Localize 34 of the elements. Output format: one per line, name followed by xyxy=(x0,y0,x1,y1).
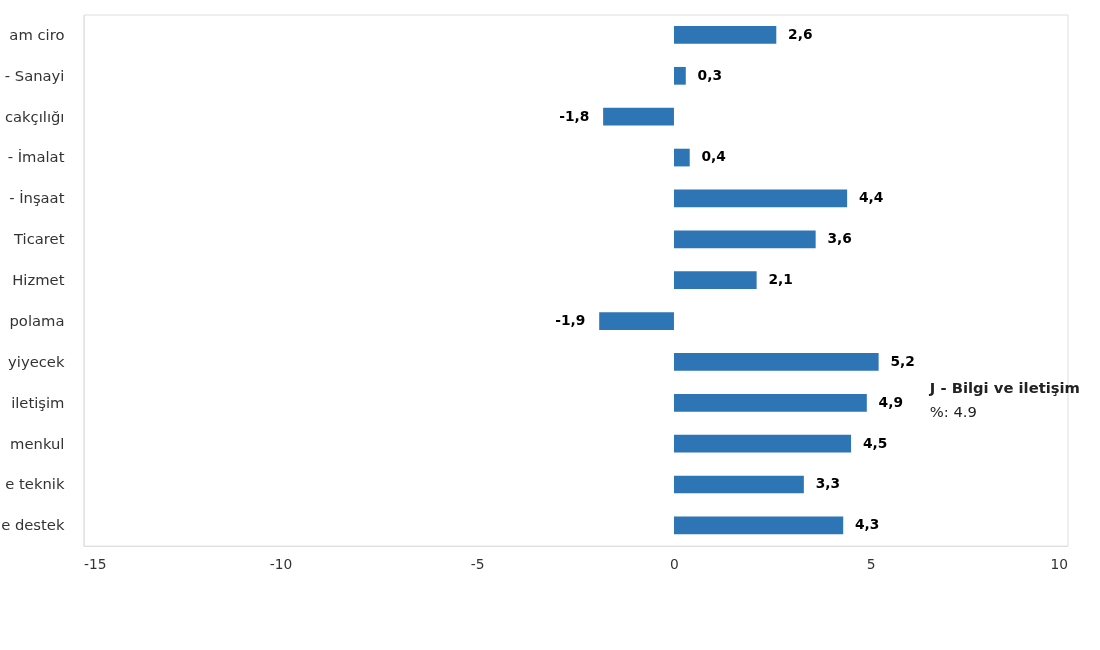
data-label: 4,3 xyxy=(855,516,880,533)
x-tick-label: 5 xyxy=(866,555,876,572)
y-tick-label: cakçılığı xyxy=(4,107,65,125)
x-tick-label: 10 xyxy=(1050,555,1069,572)
data-label: 5,2 xyxy=(890,352,915,369)
data-label: -1,9 xyxy=(555,311,586,328)
y-tick-label: am ciro xyxy=(9,25,65,43)
data-label: 2,6 xyxy=(788,25,813,42)
x-tick-label: -10 xyxy=(269,555,293,572)
y-tick-label: - İmalat xyxy=(7,148,65,166)
y-tick-label: - İnşaat xyxy=(9,189,65,207)
y-tick-label: e destek xyxy=(1,516,65,534)
x-tick-label: -15 xyxy=(84,555,107,572)
data-label: 0,4 xyxy=(701,148,726,165)
data-label: -1,8 xyxy=(559,107,590,124)
y-tick-label: e teknik xyxy=(5,475,65,493)
data-label: 2,1 xyxy=(768,271,793,288)
data-label: 3,3 xyxy=(815,475,841,492)
data-label: 3,6 xyxy=(827,230,852,247)
data-label: 4,4 xyxy=(858,189,884,206)
data-label: 4,9 xyxy=(878,393,904,410)
data-label: 4,5 xyxy=(862,434,888,451)
y-tick-label: yiyecek xyxy=(8,352,65,370)
x-tick-label: 0 xyxy=(670,555,679,572)
annotation: J - Bilgi ve iletişim xyxy=(928,379,1080,397)
annotation: %: 4.9 xyxy=(929,402,977,420)
data-label: 0,3 xyxy=(697,66,722,83)
y-tick-label: Ticaret xyxy=(13,230,65,248)
y-tick-label: iletişim xyxy=(11,393,65,411)
y-tick-label: menkul xyxy=(10,434,65,452)
y-tick-label: Hizmet xyxy=(12,271,65,289)
x-tick-label: -5 xyxy=(470,555,485,572)
y-tick-label: polama xyxy=(9,311,65,329)
y-tick-label: - Sanayi xyxy=(4,66,65,84)
